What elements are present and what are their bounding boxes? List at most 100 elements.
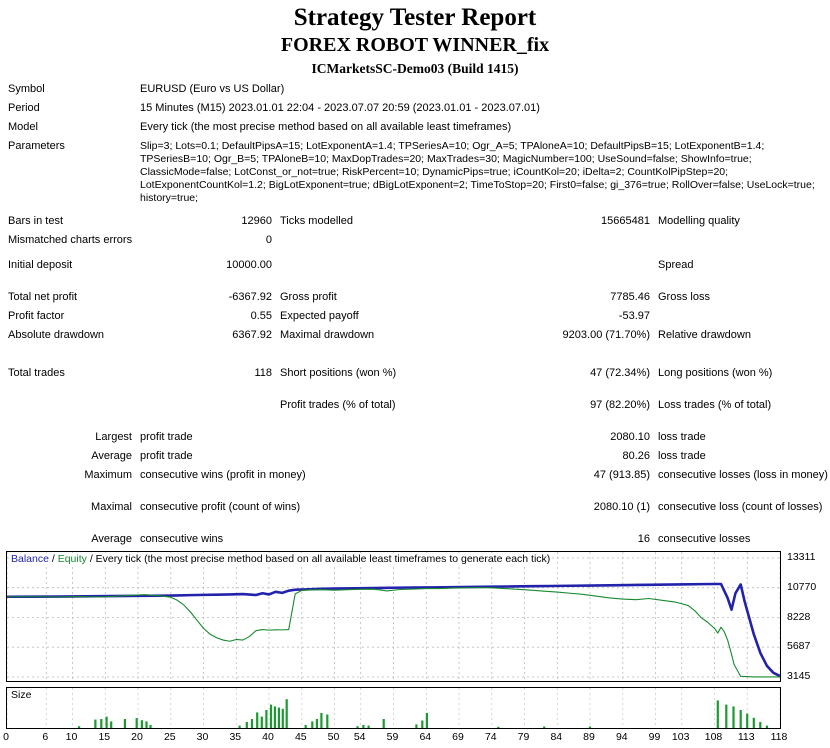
row-symbol: Symbol EURUSD (Euro vs US Dollar) bbox=[6, 80, 824, 99]
row-maximum: Maximum consecutive wins (profit in mone… bbox=[6, 466, 830, 498]
y-axis-tick-label: 10770 bbox=[787, 580, 817, 593]
mismatched-errors-value: 0 bbox=[265, 234, 272, 246]
x-axis-tick-label: 25 bbox=[163, 731, 176, 743]
max-consecutive-wins-label: consecutive wins (profit in money) bbox=[140, 469, 306, 481]
total-net-profit-value: -6367.92 bbox=[228, 291, 272, 303]
trades-stats-table: Total trades 118 Short positions (won %)… bbox=[6, 364, 830, 549]
row-parameters: Parameters Slip=3; Lots=0.1; DefaultPips… bbox=[6, 137, 824, 208]
x-axis-tick-label: 99 bbox=[648, 731, 661, 743]
symbol-value: EURUSD (Euro vs US Dollar) bbox=[140, 83, 285, 95]
absolute-drawdown-label: Absolute drawdown bbox=[8, 329, 105, 341]
maximal-consecutive-loss-label: consecutive loss (count of losses) bbox=[658, 501, 823, 513]
spacer-cell-7 bbox=[656, 307, 830, 326]
chart-legend: Balance / Equity / Every tick (the most … bbox=[11, 553, 551, 565]
average-loss-trade-label: loss trade bbox=[658, 450, 706, 462]
bars-in-test-label: Bars in test bbox=[8, 215, 64, 227]
total-trades-label: Total trades bbox=[8, 367, 65, 379]
maximal-drawdown-value: 9203.00 (71.70%) bbox=[562, 329, 650, 341]
x-axis-tick-label: 6 bbox=[42, 731, 49, 743]
avg-consecutive-losses-label: consecutive losses bbox=[658, 533, 751, 545]
x-axis-tick-label: 69 bbox=[452, 731, 464, 743]
legend-balance: Balance bbox=[11, 553, 49, 565]
row-model: Model Every tick (the most precise metho… bbox=[6, 118, 824, 137]
max-consecutive-losses-label: consecutive losses (loss in money) bbox=[658, 469, 828, 481]
legend-separator-1: / bbox=[48, 553, 58, 565]
spread-label: Spread bbox=[658, 259, 694, 271]
largest-label: Largest bbox=[95, 431, 132, 443]
row-average-consecutive: Average consecutive wins 16 consecutive … bbox=[6, 530, 830, 549]
x-axis-tick-label: 113 bbox=[737, 731, 755, 743]
expert-name: FOREX ROBOT WINNER_fix bbox=[280, 34, 550, 56]
x-axis-tick-label: 64 bbox=[419, 731, 432, 743]
initial-deposit-label: Initial deposit bbox=[8, 259, 73, 271]
relative-drawdown-label: Relative drawdown bbox=[658, 329, 751, 341]
row-period: Period 15 Minutes (M15) 2023.01.01 22:04… bbox=[6, 99, 824, 118]
symbol-label: Symbol bbox=[8, 83, 45, 95]
avg-consecutive-wins-value: 16 bbox=[637, 533, 650, 545]
gross-loss-label: Gross loss bbox=[658, 291, 710, 303]
mismatched-errors-label: Mismatched charts errors bbox=[8, 234, 133, 246]
x-axis-tick-label: 45 bbox=[294, 731, 307, 743]
ticks-modelled-label: Ticks modelled bbox=[280, 215, 353, 227]
row-absolute-drawdown: Absolute drawdown 6367.92 Maximal drawdo… bbox=[6, 326, 830, 358]
row-initial-deposit: Initial deposit 10000.00 Spread Current … bbox=[6, 256, 830, 288]
broker-build: ICMarketsSC-Demo03 (Build 1415) bbox=[311, 61, 519, 76]
spacer-cell-9 bbox=[6, 396, 138, 428]
spacer-cell-10 bbox=[138, 396, 278, 428]
short-positions-value: 47 (72.34%) bbox=[590, 367, 650, 379]
absolute-drawdown-value: 6367.92 bbox=[232, 329, 272, 341]
loss-trades-label: Loss trades (% of total) bbox=[658, 399, 772, 411]
row-profit-trades: Profit trades (% of total) 97 (82.20%) L… bbox=[6, 396, 830, 428]
page-title: Strategy Tester Report bbox=[293, 4, 537, 31]
maximum-label: Maximum bbox=[84, 469, 132, 481]
y-axis-tick-label: 5687 bbox=[787, 640, 811, 653]
largest-profit-trade-label: profit trade bbox=[140, 431, 193, 443]
x-axis-tick-label: 15 bbox=[98, 731, 111, 743]
initial-deposit-value: 10000.00 bbox=[226, 259, 272, 271]
total-trades-value: 118 bbox=[254, 367, 272, 379]
x-axis-tick-label: 54 bbox=[353, 731, 366, 743]
total-net-profit-label: Total net profit bbox=[8, 291, 78, 303]
spacer-cell-2 bbox=[530, 231, 656, 250]
maximal-label: Maximal bbox=[91, 501, 132, 513]
x-axis-tick-label: 10 bbox=[65, 731, 78, 743]
row-profit-factor: Profit factor 0.55 Expected payoff -53.9… bbox=[6, 307, 830, 326]
period-value: 15 Minutes (M15) 2023.01.01 22:04 - 2023… bbox=[140, 102, 540, 114]
row-total-net-profit: Total net profit -6367.92 Gross profit 7… bbox=[6, 288, 830, 307]
profit-factor-value: 0.55 bbox=[250, 310, 272, 322]
parameters-label: Parameters bbox=[8, 140, 65, 152]
legend-equity: Equity bbox=[57, 553, 87, 565]
spacer-cell-1 bbox=[278, 231, 530, 250]
x-axis-tick-label: 94 bbox=[615, 731, 628, 743]
spacer-cell-11 bbox=[278, 428, 530, 447]
max-consecutive-wins-value: 47 (913.85) bbox=[593, 469, 650, 481]
x-axis-tick-label: 89 bbox=[583, 731, 595, 743]
maximal-drawdown-label: Maximal drawdown bbox=[280, 329, 375, 341]
period-label: Period bbox=[8, 102, 40, 114]
profit-trades-value: 97 (82.20%) bbox=[590, 399, 650, 411]
ticks-modelled-value: 15665481 bbox=[601, 215, 650, 227]
long-positions-label: Long positions (won %) bbox=[658, 367, 773, 379]
x-axis-tick-label: 59 bbox=[386, 731, 399, 743]
x-axis-tick-label: 50 bbox=[327, 731, 340, 743]
bars-in-test-value: 12960 bbox=[241, 215, 272, 227]
x-axis-tick-label: 118 bbox=[770, 731, 788, 743]
chart-svg bbox=[7, 552, 780, 681]
maximal-consecutive-profit-value: 2080.10 (1) bbox=[593, 501, 650, 513]
results-stats-table: Initial deposit 10000.00 Spread Current … bbox=[6, 256, 830, 358]
spacer-cell-12 bbox=[278, 447, 530, 466]
x-axis-tick-label: 30 bbox=[196, 731, 209, 743]
legend-model-text: / Every tick (the most precise method ba… bbox=[86, 553, 551, 565]
x-axis-tick-label: 0 bbox=[3, 731, 9, 743]
x-axis-labels: 0 6 10 15 20 25 30 35 40 45 50 54 59 64 69 74 79 84 89 94 99… bbox=[3, 729, 787, 745]
largest-profit-trade-value: 2080.10 bbox=[610, 431, 650, 443]
x-axis-tick-label: 20 bbox=[131, 731, 143, 743]
equity-chart-area: Balance / Equity / Every tick (the most … bbox=[3, 551, 824, 745]
x-axis-tick-label: 103 bbox=[671, 731, 690, 743]
row-average: Average profit trade 80.26 loss trade -6… bbox=[6, 447, 830, 466]
average-profit-trade-label: profit trade bbox=[140, 450, 193, 462]
model-value: Every tick (the most precise method base… bbox=[140, 121, 512, 133]
average2-label: Average bbox=[91, 533, 132, 545]
row-total-trades: Total trades 118 Short positions (won %)… bbox=[6, 364, 830, 396]
model-label: Model bbox=[8, 121, 38, 133]
